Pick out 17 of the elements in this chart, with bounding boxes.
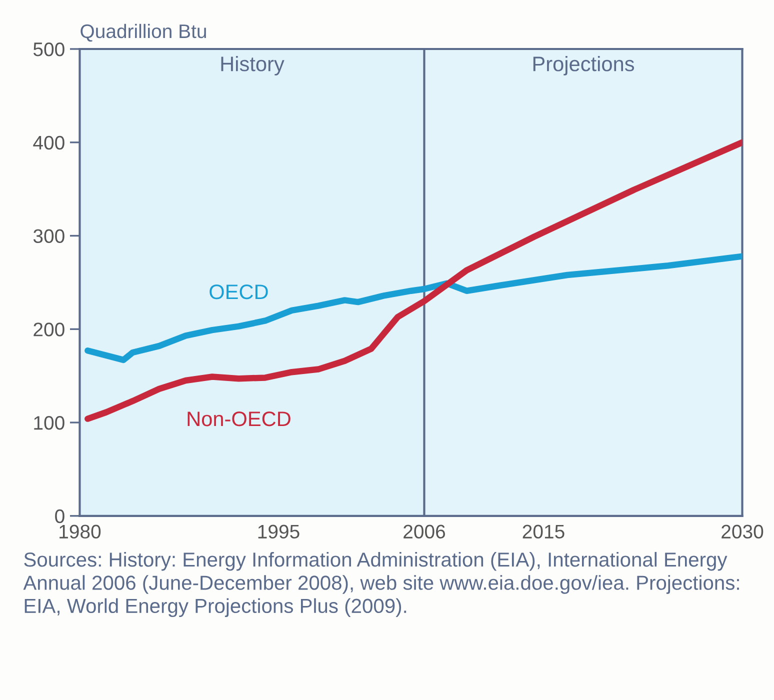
band-label: History <box>221 56 284 76</box>
y-tick-label: 0 <box>55 509 64 524</box>
y-tick-label: 500 <box>33 42 64 56</box>
x-tick-label: 1995 <box>258 524 300 539</box>
x-tick-label: 2015 <box>522 524 564 539</box>
series-label: Non-OECD <box>188 411 290 426</box>
series-label: OECD <box>210 284 268 300</box>
x-tick-label: 2030 <box>722 524 764 539</box>
y-tick-label: 200 <box>34 322 64 336</box>
y-tick-label: 300 <box>33 229 64 243</box>
x-tick-label: 2006 <box>404 524 446 539</box>
y-tick-label: 100 <box>34 416 64 430</box>
y-tick-label: 400 <box>33 136 64 150</box>
band-label: Projections <box>533 56 634 76</box>
x-tick-label: 1980 <box>60 524 101 539</box>
y-axis-title: Quadrillion Btu <box>80 24 206 42</box>
source-note: Sources: History: Energy Information Administration (EIA), International Energy Annual 2006 (June-December 2008), web site www.eia.doe.gov/iea. Projections: EIA, World Energy Projections Plus (2009). <box>23 552 739 618</box>
